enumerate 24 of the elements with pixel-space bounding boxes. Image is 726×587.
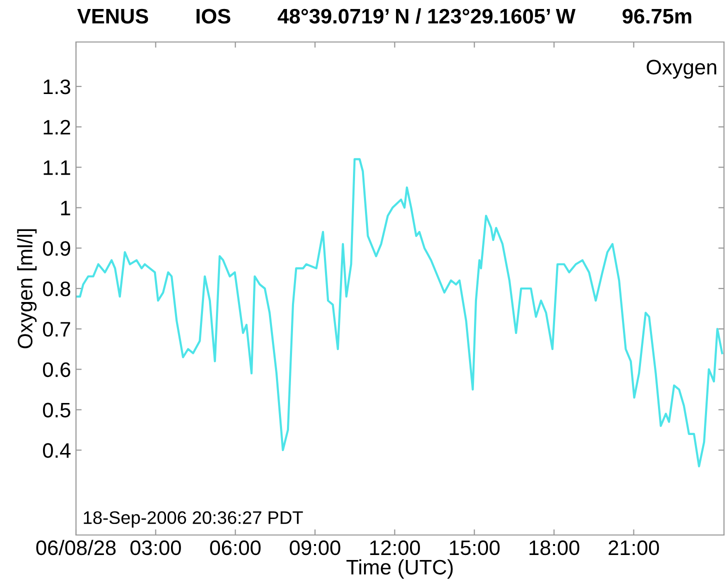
annotation: 18-Sep-2006 20:36:27 PDT bbox=[84, 511, 303, 528]
y-tick-label: 0.4 bbox=[42, 443, 71, 458]
y-axis-title: Oxygen [ml/l] bbox=[17, 229, 37, 348]
y-tick-label: 0.8 bbox=[42, 282, 70, 296]
y-tick-label: 0.9 bbox=[42, 241, 70, 256]
y-tick-label: 1.3 bbox=[44, 79, 70, 94]
y-tick-label: 1.1 bbox=[44, 160, 70, 175]
x-tick-label: 21:00 bbox=[608, 540, 659, 556]
x-tick-label: 12:00 bbox=[370, 540, 420, 556]
x-tick-label: 03:00 bbox=[130, 540, 181, 556]
x-tick-label: 18:00 bbox=[530, 540, 580, 556]
x-axis-title: Time (UTC) bbox=[346, 559, 453, 579]
y-tick-label: 0.5 bbox=[42, 402, 70, 418]
y-tick-label: 1.2 bbox=[44, 120, 70, 134]
x-tick-label: 15:00 bbox=[450, 540, 500, 556]
y-tick-label: 1 bbox=[61, 200, 70, 216]
chart-title: VENUS IOS 48°39.0719’ N / 123°29.1605’ W 96.75m bbox=[77, 8, 692, 24]
x-tick-label: 09:00 bbox=[290, 540, 340, 556]
y-tick-label: 0.6 bbox=[42, 362, 70, 378]
x-tick-label: 06:00 bbox=[210, 540, 261, 556]
annotation: Oxygen bbox=[646, 60, 716, 79]
x-tick-label: 06/08/28 bbox=[36, 540, 116, 556]
line-series bbox=[76, 158, 724, 468]
y-tick-label: 0.7 bbox=[42, 322, 70, 337]
